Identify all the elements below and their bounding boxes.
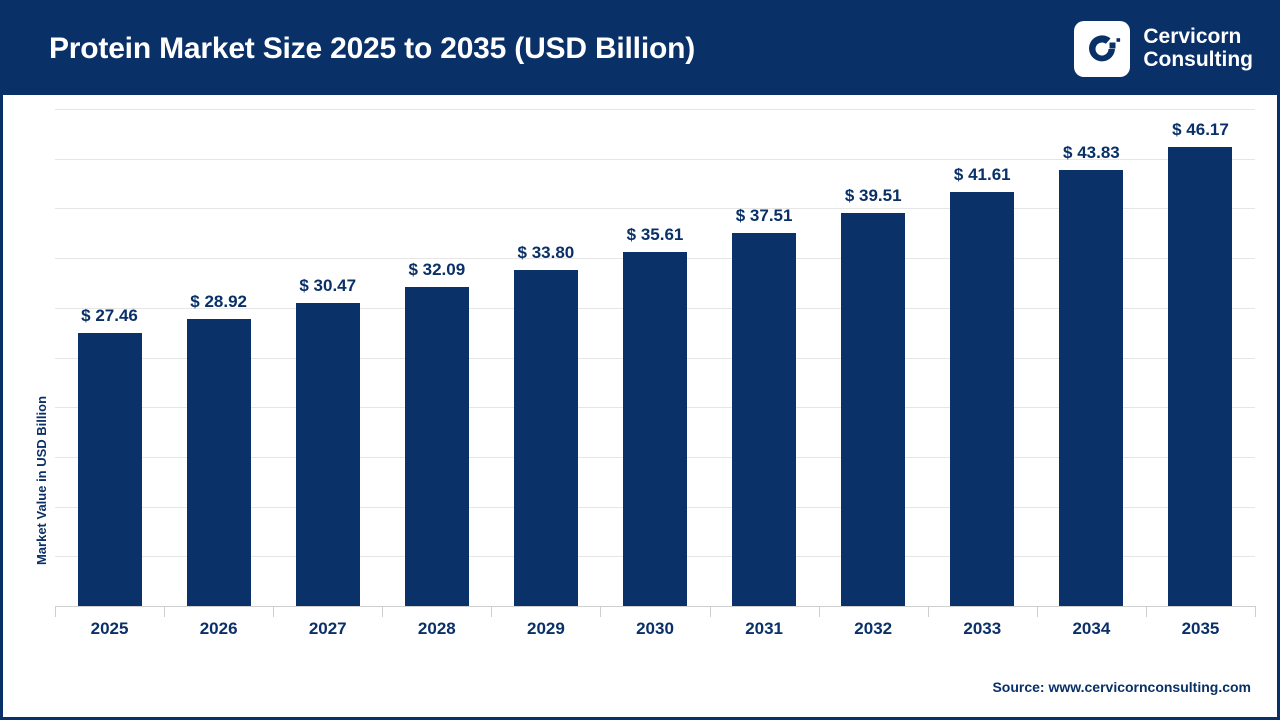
y-axis-title: Market Value in USD Billion [31, 365, 53, 595]
x-axis-tick [927, 606, 929, 617]
x-axis-label: 2035 [1181, 619, 1220, 638]
x-axis-label: 2025 [90, 619, 129, 638]
x-axis-tick [382, 606, 384, 617]
x-axis-tick [1036, 606, 1038, 617]
x-axis-tick [273, 606, 275, 617]
x-axis-label: 2027 [308, 619, 347, 638]
x-axis-tick [491, 606, 493, 617]
bar-value-label: $ 35.61 [626, 225, 684, 245]
bar[interactable] [404, 287, 469, 606]
x-axis-tick [55, 606, 56, 617]
gridline [55, 208, 1255, 210]
x-axis-tick [164, 606, 166, 617]
bar-chart: Market Value in USD Billion $ 27.46 $ 28.… [3, 95, 1277, 717]
bar-value-label: $ 39.51 [844, 186, 902, 206]
bar-value-label: $ 32.09 [408, 260, 466, 280]
brand-name: Cervicorn Consulting [1143, 26, 1253, 71]
bar-value-label: $ 28.92 [190, 291, 247, 311]
gridline [55, 158, 1255, 160]
x-axis-tick [600, 606, 602, 617]
source-note: Source: www.cervicornconsulting.com [992, 679, 1251, 695]
bar-value-label: $ 41.61 [953, 165, 1011, 185]
x-axis-labels: 2025 2026 2027 2028 2029 2030 2031 2032 2033 2034… [55, 619, 1255, 639]
brand-name-line1: Cervicorn [1143, 25, 1242, 49]
bar-group: $ 27.46 [55, 109, 164, 606]
bar-group: $ 43.83 [1037, 109, 1146, 606]
x-axis-label: 2034 [1072, 619, 1111, 638]
bar-value-label: $ 27.46 [81, 306, 138, 326]
bar-group: $ 37.51 [710, 109, 819, 606]
bar[interactable] [841, 213, 906, 606]
bar[interactable] [295, 303, 360, 606]
brand-logo: Cervicorn Consulting [1074, 21, 1259, 77]
bar-group: $ 41.61 [928, 109, 1037, 606]
x-axis-label: 2026 [199, 619, 238, 638]
bar-value-label: $ 46.17 [1172, 120, 1229, 140]
y-axis-title-text: Market Value in USD Billion [34, 395, 50, 565]
x-axis-tick [818, 606, 820, 617]
bar-series: $ 27.46 $ 28.92 $ 30.47 $ 32.09 $ 33.80 $ 35.… [55, 109, 1255, 606]
bar-value-label: $ 33.80 [517, 243, 575, 263]
x-axis-ticks [55, 606, 1256, 617]
x-axis-label: 2032 [854, 619, 893, 638]
bar-value-label: $ 30.47 [299, 276, 357, 296]
x-axis-label: 2029 [527, 619, 565, 638]
x-axis-label: 2033 [963, 619, 1002, 638]
x-axis-label: 2028 [417, 619, 456, 638]
bar[interactable] [186, 318, 251, 606]
brand-name-line2: Consulting [1143, 48, 1253, 71]
bar-value-label: $ 43.83 [1063, 143, 1120, 163]
cervicorn-c-logo-icon [1074, 21, 1131, 77]
bar-group: $ 46.17 [1146, 109, 1255, 606]
gridline [55, 109, 1255, 110]
bar[interactable] [732, 233, 797, 606]
bar[interactable] [623, 252, 688, 606]
bar[interactable] [1059, 170, 1124, 606]
x-axis-line [55, 606, 1255, 607]
x-axis-label: 2030 [636, 619, 674, 638]
x-axis-tick [709, 606, 711, 617]
bar-value-label: $ 37.51 [735, 206, 793, 226]
bar-group: $ 28.92 [164, 109, 273, 606]
x-axis-tick [1145, 606, 1147, 617]
bar[interactable] [77, 333, 142, 606]
bar-group: $ 33.80 [491, 109, 600, 606]
bar[interactable] [513, 270, 578, 606]
bar-group: $ 39.51 [819, 109, 928, 606]
bar-group: $ 30.47 [273, 109, 382, 606]
x-axis-label: 2031 [745, 619, 784, 638]
bar[interactable] [1168, 147, 1233, 606]
chart-header: Protein Market Size 2025 to 2035 (USD Bi… [3, 3, 1277, 95]
page-title: Protein Market Size 2025 to 2035 (USD Bi… [49, 32, 695, 65]
bar-group: $ 32.09 [382, 109, 491, 606]
x-axis-tick [1255, 606, 1256, 617]
bar-group: $ 35.61 [600, 109, 709, 606]
bar[interactable] [950, 192, 1015, 606]
